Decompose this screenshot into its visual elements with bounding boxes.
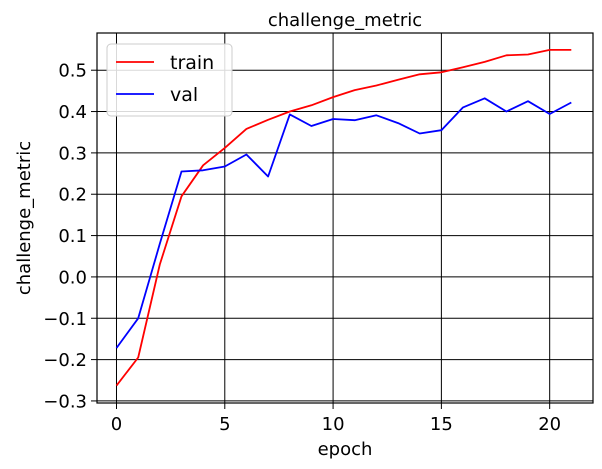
series-line-val <box>115 97 572 349</box>
y-tick-label: −0.2 <box>43 350 87 371</box>
data-point-val <box>288 113 291 116</box>
data-point-train <box>505 54 508 57</box>
data-point-train <box>418 73 421 76</box>
data-point-train <box>397 78 400 81</box>
y-tick-label: 0.5 <box>58 61 87 82</box>
data-point-val <box>353 119 356 122</box>
x-tick-label: 5 <box>219 414 230 435</box>
data-point-train <box>310 104 313 107</box>
data-point-val <box>332 117 335 120</box>
data-point-train <box>137 356 140 359</box>
legend-label-train: train <box>170 52 214 74</box>
x-axis-label: epoch <box>318 439 373 460</box>
data-point-train <box>202 164 205 167</box>
data-point-train <box>223 146 226 149</box>
data-point-train <box>462 66 465 69</box>
data-point-val <box>245 153 248 156</box>
data-point-val <box>310 125 313 128</box>
data-point-val <box>180 170 183 173</box>
x-tick-label: 15 <box>430 414 453 435</box>
y-tick-label: 0.3 <box>58 143 87 164</box>
data-point-val <box>202 169 205 172</box>
data-point-train <box>332 96 335 99</box>
y-tick-label: 0.2 <box>58 185 87 206</box>
x-tick-label: 0 <box>111 414 122 435</box>
chart-title: challenge_metric <box>268 10 422 31</box>
data-point-train <box>375 84 378 87</box>
legend-label-val: val <box>170 84 198 106</box>
x-tick-label: 10 <box>322 414 345 435</box>
data-point-val <box>158 242 161 245</box>
data-point-val <box>527 100 530 103</box>
data-point-train <box>527 53 530 56</box>
data-point-val <box>223 165 226 168</box>
y-tick-label: 0.0 <box>58 267 87 288</box>
data-point-train <box>288 110 291 113</box>
data-point-val <box>440 129 443 132</box>
data-point-val <box>397 122 400 125</box>
data-point-train <box>353 89 356 92</box>
legend: train val <box>106 43 233 117</box>
y-tick-label: 0.1 <box>58 226 87 247</box>
x-tick-label: 20 <box>538 414 561 435</box>
y-tick-label: −0.3 <box>43 391 87 412</box>
data-point-train <box>158 263 161 266</box>
data-point-val <box>115 347 118 350</box>
data-point-val <box>505 110 508 113</box>
data-point-val <box>418 132 421 135</box>
data-point-train <box>570 48 573 51</box>
y-tick-label: −0.1 <box>43 309 87 330</box>
data-point-val <box>267 175 270 178</box>
data-point-train <box>267 118 270 121</box>
y-tick-label: 0.4 <box>58 102 87 123</box>
data-point-val <box>570 101 573 104</box>
data-point-val <box>462 106 465 109</box>
y-axis-label: challenge_metric <box>14 141 35 295</box>
data-point-train <box>245 127 248 130</box>
data-point-val <box>483 97 486 100</box>
series-line-train <box>115 49 572 387</box>
data-point-val <box>137 317 140 320</box>
data-point-train <box>440 71 443 74</box>
data-point-train <box>548 48 551 51</box>
data-point-train <box>180 195 183 198</box>
data-point-val <box>375 114 378 117</box>
plot-frame <box>96 32 594 404</box>
data-point-train <box>115 384 118 387</box>
data-point-train <box>483 60 486 63</box>
data-point-val <box>548 113 551 116</box>
